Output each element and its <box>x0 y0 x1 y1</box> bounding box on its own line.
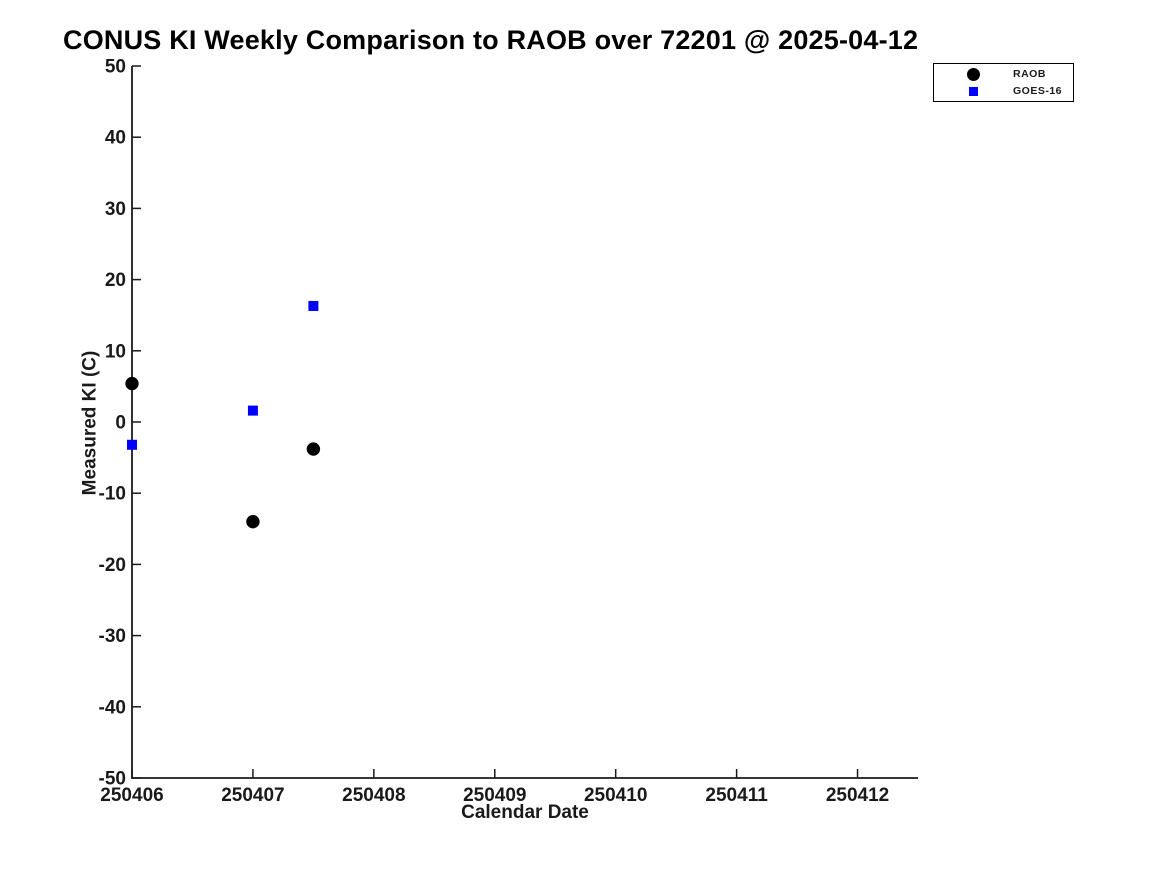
square-marker-icon <box>969 86 978 96</box>
data-point-goes-16 <box>247 405 258 416</box>
y-tick-label: -10 <box>99 484 126 505</box>
chart-title: CONUS KI Weekly Comparison to RAOB over … <box>63 25 919 55</box>
y-tick-label: 0 <box>115 413 126 434</box>
x-tick-label: 250409 <box>463 785 526 806</box>
x-tick-label: 250408 <box>342 785 405 806</box>
x-tick-label: 250406 <box>100 785 163 806</box>
x-tick-label: 250407 <box>221 785 284 806</box>
data-point-raob <box>125 376 139 391</box>
data-point-raob <box>306 442 321 456</box>
legend-marker-cell <box>934 86 1013 96</box>
legend-marker-cell <box>934 67 1013 81</box>
y-tick-label: 20 <box>105 270 126 291</box>
y-tick-label: -50 <box>99 769 126 790</box>
y-tick-label: -30 <box>99 626 126 647</box>
data-point-raob <box>246 514 260 529</box>
x-tick-label: 250410 <box>584 785 647 806</box>
y-tick-label: 50 <box>105 57 126 78</box>
data-point-goes-16 <box>127 439 137 450</box>
y-tick-label: -20 <box>99 555 126 576</box>
data-point-goes-16 <box>308 300 319 311</box>
x-tick-label: 250411 <box>705 785 768 806</box>
legend-label: GOES-16 <box>1013 85 1063 97</box>
legend-item-raob: RAOB <box>934 67 1073 81</box>
y-tick-label: 30 <box>105 199 126 220</box>
legend-label: RAOB <box>1013 68 1046 80</box>
x-axis-label: Calendar Date <box>461 802 589 823</box>
x-tick-label: 250412 <box>826 785 889 806</box>
circle-marker-icon <box>967 67 980 81</box>
y-tick-label: 10 <box>105 341 126 362</box>
legend: RAOB GOES-16 <box>933 63 1074 102</box>
y-tick-label: 40 <box>105 128 126 149</box>
y-tick-label: -40 <box>99 697 126 718</box>
y-axis-label: Measured KI (C) <box>79 350 101 496</box>
legend-item-goes-16: GOES-16 <box>934 84 1073 98</box>
